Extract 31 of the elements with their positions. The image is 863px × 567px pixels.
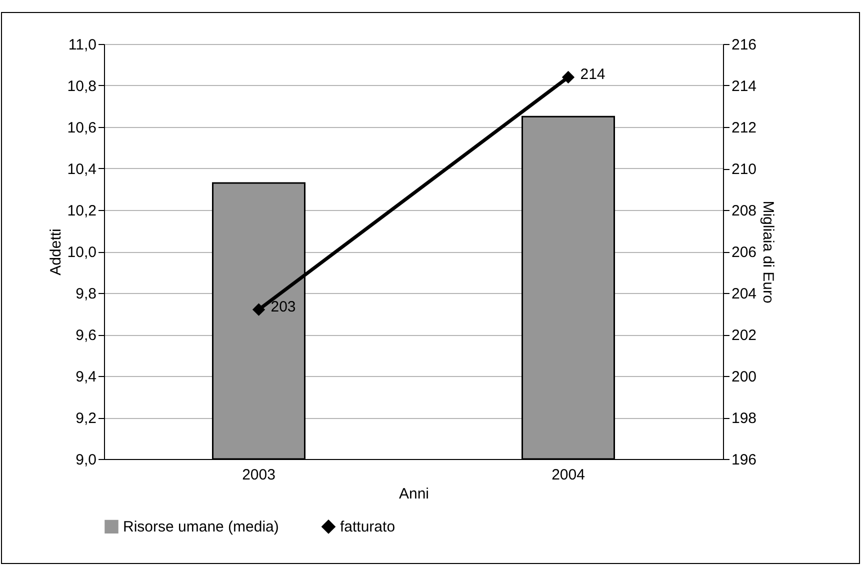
legend-label: fatturato xyxy=(340,518,396,536)
y2-tick-label: 200 xyxy=(732,368,757,386)
y-tick-label: 10,4 xyxy=(67,161,96,178)
x-tick-label: 2004 xyxy=(552,466,585,484)
y-tick-label: 9,2 xyxy=(76,410,96,427)
y-tick-label: 9,6 xyxy=(76,327,96,344)
y2-tick-label: 214 xyxy=(732,78,757,95)
y-tick-label: 9,4 xyxy=(76,368,96,386)
y2-tick-label: 210 xyxy=(732,161,757,178)
legend-label: Risorse umane (media) xyxy=(123,518,279,536)
data-label: 203 xyxy=(270,298,296,316)
y-tick-label: 10,8 xyxy=(67,78,96,95)
y2-tick-label: 204 xyxy=(732,286,757,302)
data-label: 214 xyxy=(580,66,606,84)
y2-tick-label: 216 xyxy=(732,36,757,54)
y-tick-label: 10,6 xyxy=(67,120,96,136)
y-tick-label: 9,0 xyxy=(76,452,96,468)
y2-axis-title: Migliaia di Euro xyxy=(760,200,777,304)
y-tick-label: 10,0 xyxy=(67,244,96,261)
y2-tick-label: 208 xyxy=(732,202,757,220)
y2-tick-label: 212 xyxy=(732,120,757,136)
y-axis-title: Addetti xyxy=(47,228,64,276)
y2-tick-label: 196 xyxy=(732,452,757,468)
y-tick-label: 9,8 xyxy=(76,286,96,302)
y2-tick-label: 198 xyxy=(732,410,757,427)
y-tick-label: 11,0 xyxy=(68,36,96,54)
x-tick-label: 2003 xyxy=(242,466,276,484)
y2-tick-label: 206 xyxy=(732,244,757,261)
y2-tick-label: 202 xyxy=(732,327,757,344)
y-tick-label: 10,2 xyxy=(67,202,96,220)
x-axis-title: Anni xyxy=(398,486,430,502)
